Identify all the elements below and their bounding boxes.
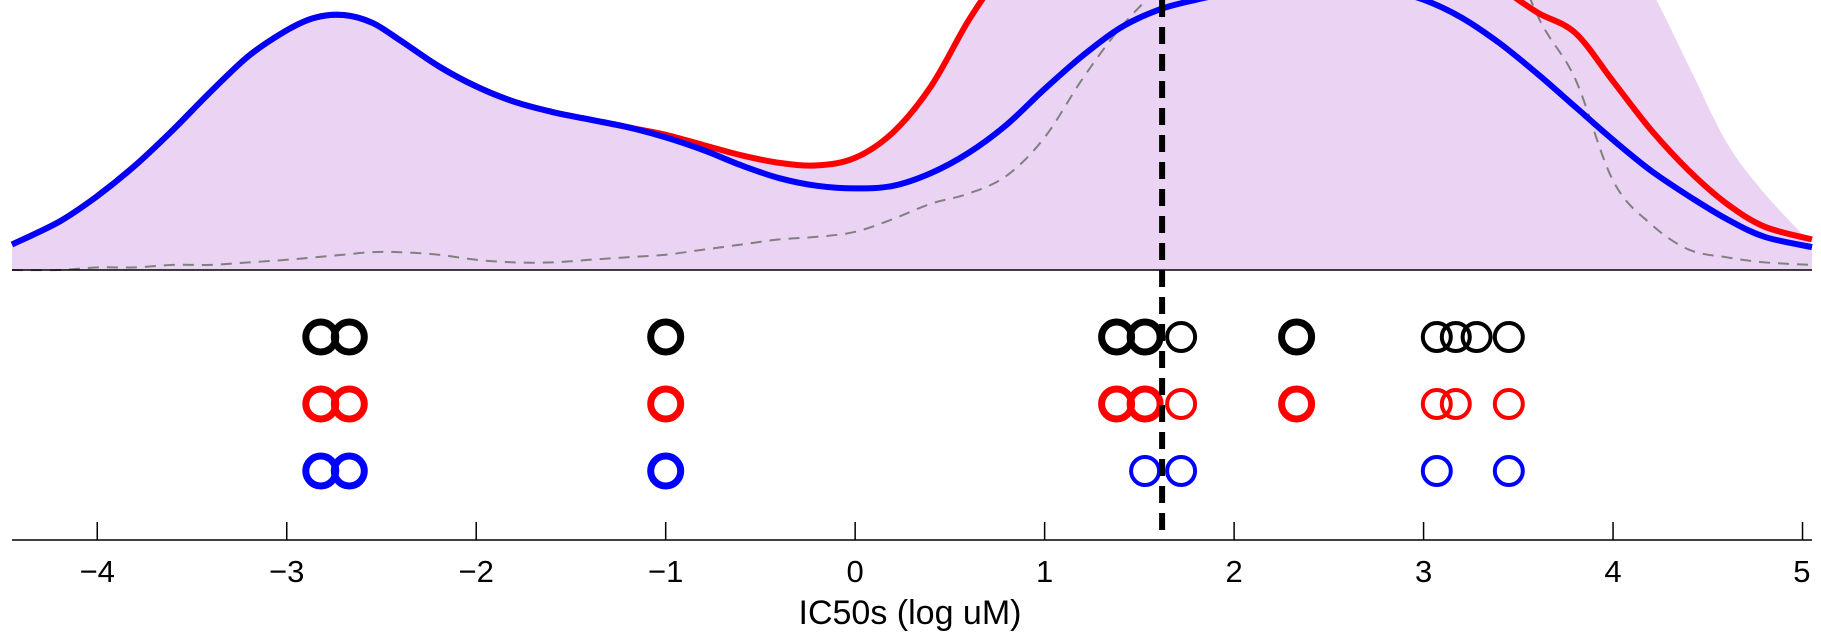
ic50-point bbox=[647, 385, 685, 423]
ic50-point bbox=[1492, 321, 1525, 353]
density-fill-area bbox=[12, 0, 1812, 270]
x-tick-label: 3 bbox=[1415, 554, 1432, 589]
x-tick-label: −3 bbox=[269, 554, 304, 589]
density-fill bbox=[12, 0, 1812, 270]
ic50-point bbox=[1439, 321, 1472, 353]
ic50-point bbox=[1492, 388, 1525, 420]
x-tick-label: 1 bbox=[1036, 554, 1053, 589]
ic50-point bbox=[1492, 455, 1525, 487]
ic50-point bbox=[647, 452, 685, 490]
ic50-point bbox=[1439, 388, 1472, 420]
ic50-point-rows bbox=[302, 318, 1525, 490]
x-tick-label: −1 bbox=[648, 554, 683, 589]
ic50-point bbox=[330, 452, 368, 490]
density-series-line bbox=[10, 0, 1813, 251]
ic50-point bbox=[1420, 321, 1453, 353]
ic50-point bbox=[1165, 321, 1198, 353]
x-tick-label: −4 bbox=[80, 554, 115, 589]
x-tick-label: 5 bbox=[1793, 554, 1810, 589]
ic50-point bbox=[1420, 388, 1453, 420]
ic50-point bbox=[647, 318, 685, 356]
x-tick-label: 0 bbox=[847, 554, 864, 589]
ic50-point bbox=[1165, 388, 1198, 420]
x-tick-label: −2 bbox=[459, 554, 494, 589]
ic50-point bbox=[1126, 385, 1164, 423]
ic50-point bbox=[1420, 455, 1453, 487]
ic50-point bbox=[1278, 318, 1316, 356]
density-series-line bbox=[11, 0, 1813, 272]
x-axis-title: IC50s (log uM) bbox=[799, 594, 1022, 632]
x-tick-label: 4 bbox=[1604, 554, 1621, 589]
density-curves bbox=[10, 0, 1813, 272]
ic50-point bbox=[1129, 455, 1162, 487]
ic50-point bbox=[1460, 321, 1493, 353]
ic50-point bbox=[330, 385, 368, 423]
ic50-point bbox=[1165, 455, 1198, 487]
x-tick-label: 2 bbox=[1225, 554, 1242, 589]
ic50-point bbox=[330, 318, 368, 356]
ic50-point bbox=[1278, 385, 1316, 423]
x-axis-ticks: −4 −3 −2 −1 0 1 2 3 4 5 bbox=[80, 522, 1811, 589]
x-axis: −4 −3 −2 −1 0 1 2 3 4 5 IC50s (log uM) bbox=[12, 522, 1812, 632]
